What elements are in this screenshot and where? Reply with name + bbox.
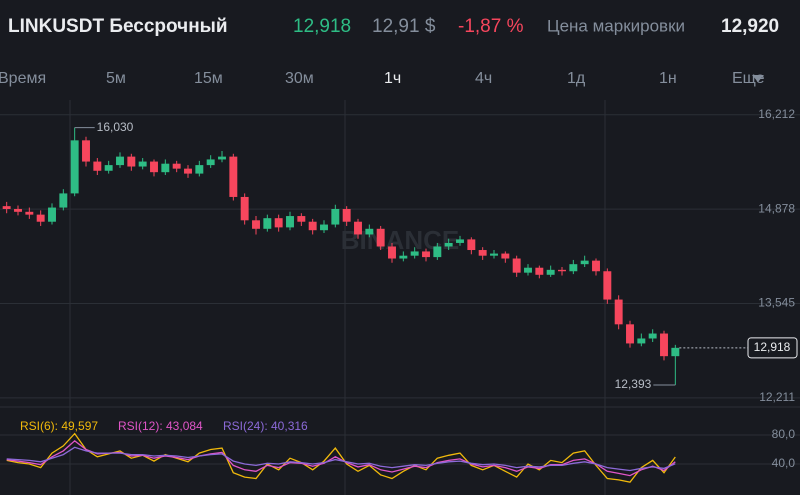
candle-body	[422, 251, 430, 258]
candle-body	[229, 156, 238, 197]
legend-entry: RSI(12): 43,084	[118, 419, 203, 433]
candle-body	[263, 218, 272, 229]
y-tick-label: 80,0	[772, 427, 796, 441]
candle-body	[614, 299, 623, 325]
tab[interactable]: 1н	[659, 70, 677, 87]
candle-body	[93, 161, 102, 171]
candle-body	[524, 267, 532, 273]
candle-body	[478, 250, 487, 256]
plot: 16,212 14,878 13,545 12,211 16,030 12,393 12,9…	[0, 107, 800, 483]
candle-body	[161, 163, 170, 173]
candle-body	[648, 333, 657, 339]
candle-body	[14, 208, 22, 212]
y-tick-label: 12,211	[759, 390, 795, 404]
tabs: Время 5м 15м 30м 1ч 4ч 1д 1н Еще	[0, 70, 765, 87]
candle-body	[195, 165, 204, 174]
dropdown-arrow[interactable]	[752, 75, 764, 82]
candle-body	[138, 161, 147, 167]
tab[interactable]: 15м	[194, 70, 223, 87]
candle-body	[365, 228, 374, 235]
candle-body	[456, 239, 464, 243]
tab[interactable]: 5м	[106, 70, 126, 87]
candle-body	[206, 159, 215, 166]
candle-body	[592, 260, 600, 272]
candle-body	[70, 140, 79, 194]
annotation-label: 16,030	[97, 120, 134, 134]
tab[interactable]: 1д	[567, 70, 586, 87]
rsi-line	[6, 446, 676, 472]
rsi-line	[6, 432, 676, 483]
candle-body	[558, 269, 566, 272]
candle-body	[286, 216, 294, 228]
candle-body	[274, 218, 283, 228]
candle-body	[320, 224, 328, 231]
change: -1,87 %	[458, 16, 524, 37]
candle-body	[626, 324, 634, 344]
legend-entry: RSI(6): 49,597	[20, 419, 98, 433]
y-tick-label: 16,212	[758, 107, 795, 121]
tab[interactable]: 30м	[285, 70, 314, 87]
candle-body	[184, 168, 192, 174]
candle-body	[331, 208, 340, 225]
tab[interactable]: 1ч	[384, 70, 401, 87]
y-tick-label: 13,545	[758, 296, 795, 310]
y-tick-label: 40,0	[772, 456, 796, 470]
candle-body	[501, 253, 510, 259]
candle-body	[172, 163, 181, 169]
candle-body	[48, 207, 56, 222]
candle-body	[444, 242, 453, 247]
tab[interactable]: 4ч	[475, 70, 492, 87]
candle-body	[580, 260, 589, 265]
current-price-label: 12,918	[754, 340, 791, 354]
candle-body	[342, 208, 351, 222]
candle-body	[603, 271, 612, 300]
candle-body	[308, 221, 317, 231]
current-price-box	[747, 337, 798, 359]
candle-body	[490, 253, 498, 256]
tab[interactable]: Время	[0, 70, 46, 87]
candle-body	[467, 239, 476, 251]
usd-price: 12,91 $	[372, 16, 436, 37]
candle-body	[150, 161, 158, 173]
candle-body	[546, 269, 555, 275]
legend-entry: RSI(24): 40,316	[223, 419, 308, 433]
candle-body	[569, 264, 578, 272]
candle-body	[535, 267, 544, 275]
tab[interactable]: Еще	[732, 70, 765, 87]
last-price: 12,918	[293, 16, 351, 37]
candle-body	[354, 221, 362, 235]
candle-body	[410, 251, 419, 256]
candle-body	[388, 246, 396, 259]
mark-label: Цена маркировки	[547, 16, 685, 35]
mark-price: 12,920	[721, 16, 779, 37]
candle-body	[82, 140, 90, 162]
candle-body	[36, 214, 45, 222]
candle-body	[433, 246, 442, 258]
candle-body	[660, 333, 668, 357]
symbol[interactable]: LINKUSDT Бессрочный	[8, 16, 228, 37]
annotation-label: 12,393	[615, 377, 652, 391]
candle-body	[376, 228, 385, 247]
candle-body	[116, 156, 124, 166]
candle-body	[127, 156, 136, 167]
candle-body	[252, 220, 260, 229]
candle-body	[297, 216, 306, 222]
candle-body	[104, 165, 113, 171]
candle-body	[637, 338, 646, 344]
candle-body	[218, 156, 226, 160]
y-tick-label: 14,878	[758, 201, 795, 215]
candle-body	[59, 193, 68, 208]
candle-body	[25, 211, 34, 215]
candle-body	[240, 196, 249, 221]
candle-body	[2, 206, 11, 209]
candle-body	[512, 258, 521, 273]
candle-body	[671, 347, 680, 357]
candle-body	[399, 255, 408, 259]
